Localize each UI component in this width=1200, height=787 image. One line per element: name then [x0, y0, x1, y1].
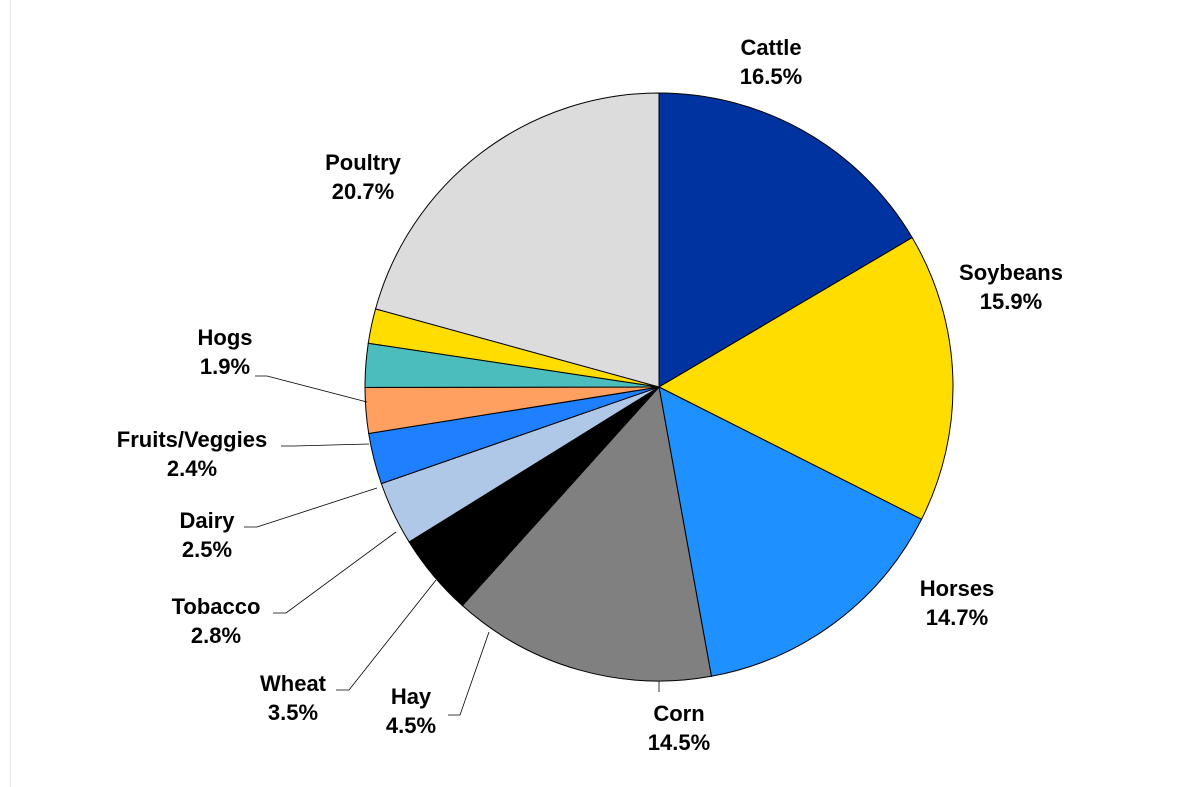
slice-label-cattle: Cattle: [740, 35, 801, 60]
leader-line-hay: [448, 631, 490, 716]
leader-line-hogs: [255, 375, 368, 403]
slice-label-fruits-veggies: Fruits/Veggies: [117, 427, 267, 452]
leader-line-tobacco: [273, 531, 397, 614]
slice-value-dairy: 2.5%: [182, 537, 232, 562]
pie-slice-poultry: [374, 92, 660, 388]
slice-label-poultry: Poultry: [325, 150, 402, 175]
slice-value-tobacco: 2.8%: [191, 623, 241, 648]
slice-label-tobacco: Tobacco: [172, 594, 261, 619]
leader-line-wheat: [336, 579, 437, 691]
slice-value-horses: 14.7%: [926, 605, 988, 630]
slice-label-hogs: Hogs: [198, 325, 253, 350]
labels-layer: Cattle 16.5% Soybeans 15.9% Horses 14.7% Corn 1…: [117, 35, 1063, 755]
leaders-layer: [244, 375, 660, 716]
slice-value-corn: 14.5%: [648, 730, 710, 755]
slice-value-poultry: 20.7%: [332, 179, 394, 204]
pie-chart: Cattle 16.5% Soybeans 15.9% Horses 14.7% Corn 1…: [117, 35, 1063, 755]
pie-slice-corn: [461, 385, 713, 682]
slice-label-horses: Horses: [920, 576, 995, 601]
slice-label-hay: Hay: [391, 684, 432, 709]
slice-value-hogs: 1.9%: [200, 354, 250, 379]
slice-value-hay: 4.5%: [386, 713, 436, 738]
slice-value-soybeans: 15.9%: [980, 289, 1042, 314]
slice-label-wheat: Wheat: [260, 671, 327, 696]
pie-slice-cattle: [658, 92, 913, 388]
pie-slice-soybeans: [657, 236, 954, 521]
slice-label-corn: Corn: [653, 701, 704, 726]
leader-line-dairy: [244, 487, 378, 528]
slice-label-dairy: Dairy: [179, 508, 235, 533]
leader-line-fruits-veggies: [281, 443, 370, 447]
slices-layer: [364, 92, 954, 682]
slice-value-fruits-veggies: 2.4%: [167, 456, 217, 481]
pie-slice-horses: [658, 386, 923, 677]
chart-frame: Cattle 16.5% Soybeans 15.9% Horses 14.7% Corn 1…: [10, 0, 1200, 787]
slice-label-soybeans: Soybeans: [959, 260, 1063, 285]
slice-value-wheat: 3.5%: [268, 700, 318, 725]
slice-value-cattle: 16.5%: [740, 64, 802, 89]
